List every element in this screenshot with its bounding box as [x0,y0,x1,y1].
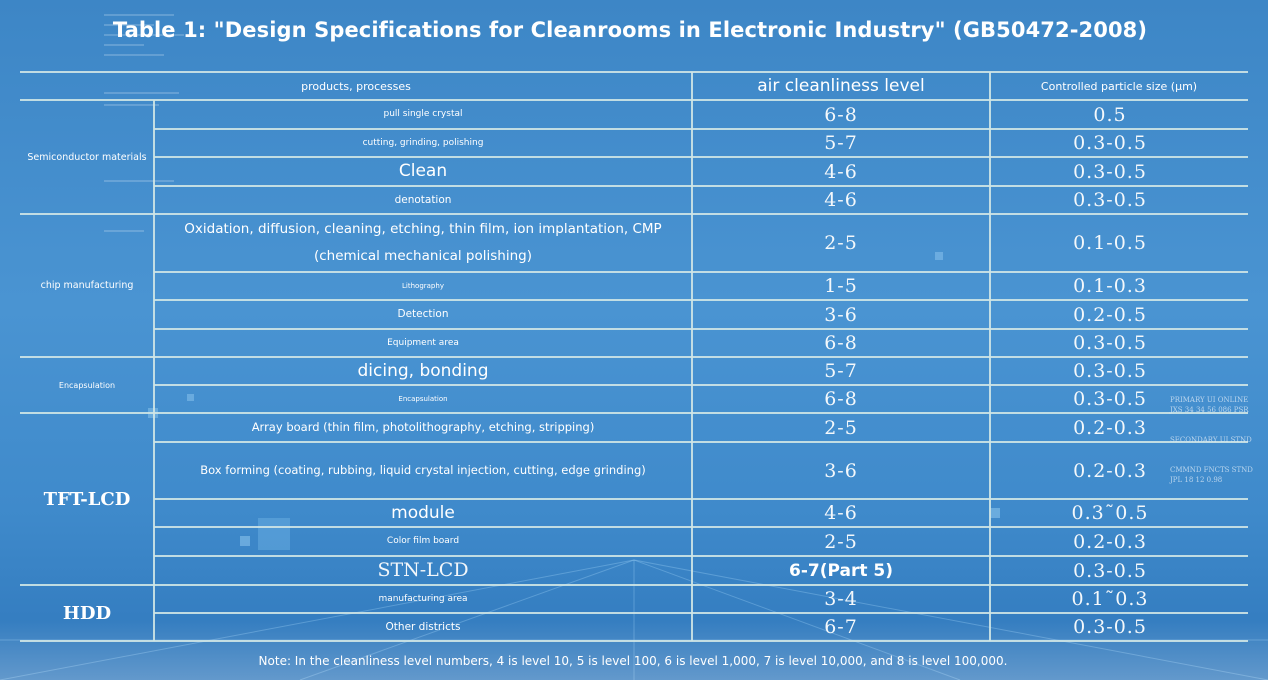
row-divider [154,498,1248,500]
level-cell: 6-8 [824,388,858,410]
row-divider [20,584,1248,586]
process-cell: Other districts [385,620,461,633]
decorative-stamp-text: JXS 34 34 56 086 PSR [1170,406,1249,414]
row-divider [20,99,1248,101]
process-cell: Detection [397,308,449,320]
particle-cell: 0.3-0.5 [1073,160,1147,183]
row-divider [20,356,1248,358]
level-cell: 3-6 [824,459,858,482]
decorative-stamp-text: CMMND FNCTS STND [1170,466,1253,474]
particle-cell: 0.3˜0.5 [1071,502,1149,524]
level-cell: 6-7 [824,616,858,638]
level-cell: 6-8 [824,332,858,354]
row-divider [20,640,1248,642]
level-cell: 3-4 [824,588,858,610]
level-cell: 2-5 [824,530,858,553]
row-divider [154,128,1248,130]
process-cell: Box forming (coating, rubbing, liquid cr… [200,463,646,477]
category-label: Encapsulation [58,380,116,390]
process-cell: Equipment area [387,337,459,348]
row-divider [154,271,1248,273]
table-title: Table 1: "Design Specifications for Clea… [112,18,1148,42]
row-divider [154,384,1248,386]
process-cell: pull single crystal [383,109,463,119]
level-cell: 4-6 [824,502,858,524]
row-divider [154,526,1248,528]
category-label: chip manufacturing [40,280,134,291]
row-divider [154,612,1248,614]
particle-cell: 0.1-0.3 [1073,275,1147,297]
process-cell: cutting, grinding, polishing [362,137,484,148]
row-divider [154,156,1248,158]
decorative-stamp-text: JPL 18 12 0.98 [1170,476,1223,484]
particle-cell: 0.3-0.5 [1073,616,1147,638]
row-divider [154,185,1248,187]
process-cell: Oxidation, diffusion, cleaning, etching,… [184,221,662,264]
level-cell: 3-6 [824,303,858,326]
footnote: Note: In the cleanliness level numbers, … [258,654,1008,668]
process-cell: STN-LCD [377,559,469,581]
header-level: air cleanliness level [757,76,925,96]
level-cell: 4-6 [824,189,858,211]
particle-cell: 0.3-0.5 [1073,132,1147,154]
column-divider [691,72,693,641]
particle-cell: 0.2-0.5 [1073,303,1147,326]
level-cell: 5-7 [824,360,858,382]
level-cell: 4-6 [824,160,858,183]
particle-cell: 0.3-0.5 [1073,360,1147,382]
level-cell: 6-7(Part 5) [789,560,893,581]
particle-cell: 0.1-0.5 [1073,232,1147,254]
header-particle: Controlled particle size (µm) [1040,79,1198,93]
particle-cell: 0.3-0.5 [1073,388,1147,410]
column-divider [153,100,155,641]
process-cell: manufacturing area [378,593,468,604]
process-cell: Color film board [386,536,460,546]
particle-cell: 0.5 [1093,103,1127,126]
row-divider [20,71,1248,73]
process-cell: Lithography [402,281,444,290]
decorative-stamp-text: PRIMARY UI ONLINE [1170,396,1249,404]
particle-cell: 0.3-0.5 [1073,332,1147,354]
particle-cell: 0.3-0.5 [1073,189,1147,211]
row-divider [20,412,1248,414]
category-label: TFT-LCD [43,488,131,510]
level-cell: 6-8 [824,103,858,126]
level-cell: 5-7 [824,132,858,154]
row-divider [154,299,1248,301]
particle-cell: 0.1˜0.3 [1071,588,1149,610]
row-divider [154,441,1248,443]
decorative-stamp-text: SECONDARY UI STND [1170,436,1252,444]
header-products: products, processes [301,79,411,93]
process-cell: dicing, bonding [357,360,489,381]
process-cell: denotation [394,193,452,206]
particle-cell: 0.2-0.3 [1073,459,1147,482]
category-label: Semiconductor materials [27,151,147,163]
process-cell: Clean [398,161,448,181]
level-cell: 2-5 [824,232,858,254]
particle-cell: 0.3-0.5 [1073,559,1147,582]
process-cell: module [391,502,455,523]
process-cell: Array board (thin film, photolithography… [251,420,595,434]
row-divider [154,555,1248,557]
particle-cell: 0.2-0.3 [1073,416,1147,439]
category-label: HDD [62,602,112,624]
level-cell: 1-5 [824,275,858,297]
row-divider [20,213,1248,215]
particle-cell: 0.2-0.3 [1073,530,1147,553]
row-divider [154,328,1248,330]
column-divider [989,72,991,641]
level-cell: 2-5 [824,416,858,439]
process-cell: Encapsulation [398,394,448,403]
